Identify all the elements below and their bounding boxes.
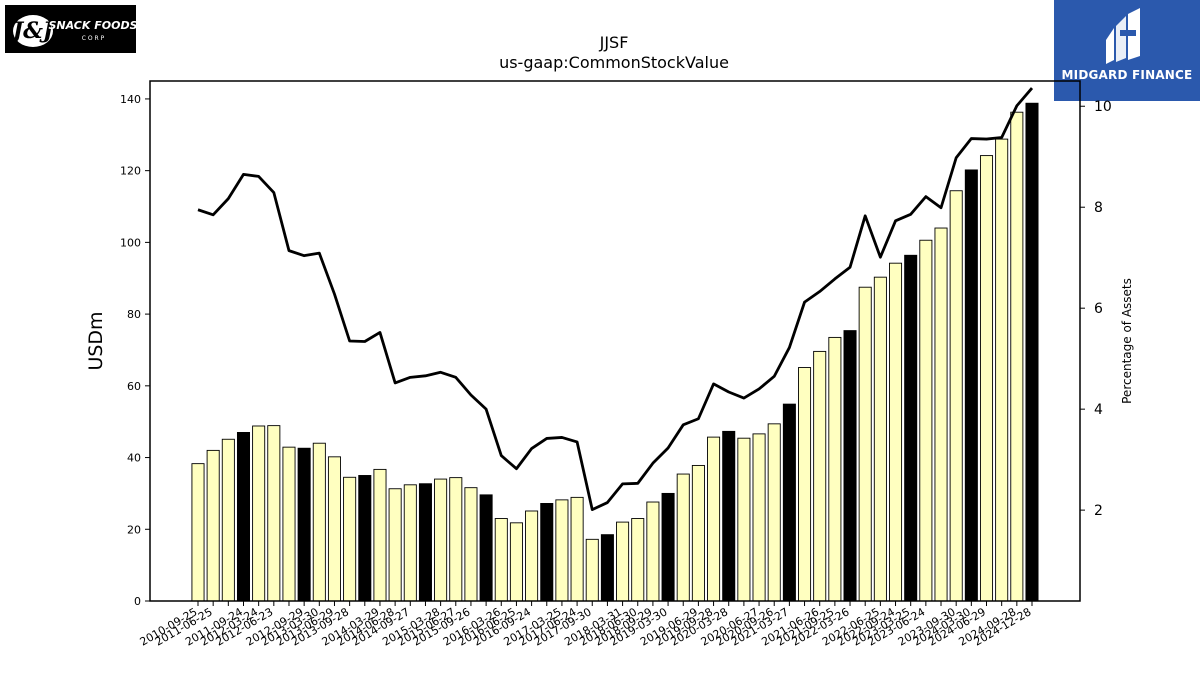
- bar-55: [1010, 111, 1024, 602]
- bar-36: [722, 430, 736, 602]
- axes-layer: 0204060801001201402468102010-09-252011-0…: [120, 93, 1112, 649]
- bar-9: [312, 442, 326, 602]
- bar-39: [767, 423, 781, 602]
- bar-8: [297, 447, 311, 602]
- line-layer: [197, 87, 1034, 512]
- bar-11: [343, 476, 357, 602]
- bar-18: [449, 477, 463, 602]
- y2-tick-label: 2: [1094, 503, 1103, 519]
- y-tick-label: 120: [120, 165, 141, 178]
- bar-7: [282, 446, 296, 602]
- bar-16: [418, 483, 432, 602]
- bar-44: [843, 330, 857, 602]
- bar-26: [570, 496, 584, 602]
- bar-45: [858, 286, 872, 602]
- bar-41: [798, 367, 812, 602]
- svg-text:SNACK FOODS: SNACK FOODS: [49, 19, 137, 32]
- bar-15: [403, 484, 417, 602]
- bar-48: [904, 254, 918, 602]
- bar-12: [358, 475, 372, 602]
- bar-13: [373, 468, 387, 602]
- bar-38: [752, 433, 766, 602]
- y-tick-label: 80: [127, 308, 141, 321]
- bar-1: [191, 463, 205, 602]
- bar-34: [691, 464, 705, 602]
- bar-32: [661, 492, 675, 602]
- bar-27: [585, 538, 599, 602]
- bar-19: [464, 487, 478, 602]
- midgard-finance-logo: MIDGARD FINANCE: [1054, 0, 1200, 101]
- y-tick-label: 140: [120, 93, 141, 106]
- y2-tick-label: 6: [1094, 301, 1103, 317]
- bar-14: [388, 488, 402, 602]
- bar-35: [707, 436, 721, 602]
- bar-50: [934, 227, 948, 602]
- bar-17: [434, 478, 448, 602]
- y-axis-label: USDm: [85, 311, 107, 370]
- chart-subtitle: us-gaap:CommonStockValue: [499, 53, 729, 72]
- midgard-emblem-icon: [1106, 8, 1140, 64]
- bar-10: [327, 456, 341, 602]
- y-tick-label: 40: [127, 452, 141, 465]
- y2-tick-label: 8: [1094, 200, 1103, 216]
- bar-29: [616, 521, 630, 602]
- bars-layer: [191, 102, 1039, 602]
- bar-30: [631, 518, 645, 602]
- bar-33: [676, 473, 690, 602]
- bar-20: [479, 494, 493, 602]
- bar-28: [600, 534, 614, 602]
- bar-49: [919, 239, 933, 602]
- bar-24: [540, 503, 554, 602]
- jj-logo-mark-icon: J&J SNACK FOODS C O R P: [9, 15, 138, 47]
- bar-25: [555, 499, 569, 602]
- bar-53: [979, 155, 994, 602]
- bar-22: [509, 522, 523, 602]
- bar-21: [494, 518, 508, 602]
- bar-6: [267, 425, 281, 602]
- bar-47: [889, 262, 903, 602]
- bar-42: [813, 350, 827, 602]
- jj-snack-foods-logo: J&J SNACK FOODS C O R P: [5, 5, 138, 53]
- plot-frame: [149, 80, 1081, 602]
- bar-23: [525, 510, 539, 602]
- y2-tick-label: 10: [1094, 99, 1112, 115]
- svg-text:J&J: J&J: [9, 18, 55, 44]
- bar-37: [737, 437, 751, 602]
- y-tick-label: 60: [127, 380, 141, 393]
- bar-40: [782, 403, 796, 602]
- svg-text:C O R P: C O R P: [82, 35, 105, 42]
- bar-2: [206, 449, 220, 602]
- bar-43: [828, 336, 842, 602]
- bar-5: [252, 425, 266, 602]
- y-tick-label: 100: [120, 236, 141, 249]
- bar-3: [221, 438, 235, 602]
- midgard-brand-text: MIDGARD FINANCE: [1061, 68, 1193, 82]
- y-tick-label: 0: [134, 595, 141, 608]
- y-tick-label: 20: [127, 523, 141, 536]
- bar-52: [964, 169, 978, 602]
- bar-51: [949, 190, 963, 602]
- percentage-line: [197, 87, 1034, 512]
- bar-4: [236, 432, 251, 602]
- bar-31: [646, 501, 660, 602]
- y2-tick-label: 4: [1094, 402, 1103, 418]
- bar-54: [995, 138, 1009, 602]
- bar-56: [1025, 102, 1039, 602]
- y2-axis-label: Percentage of Assets: [1120, 278, 1134, 404]
- bar-46: [873, 276, 887, 602]
- chart-title: JJSF: [599, 33, 629, 52]
